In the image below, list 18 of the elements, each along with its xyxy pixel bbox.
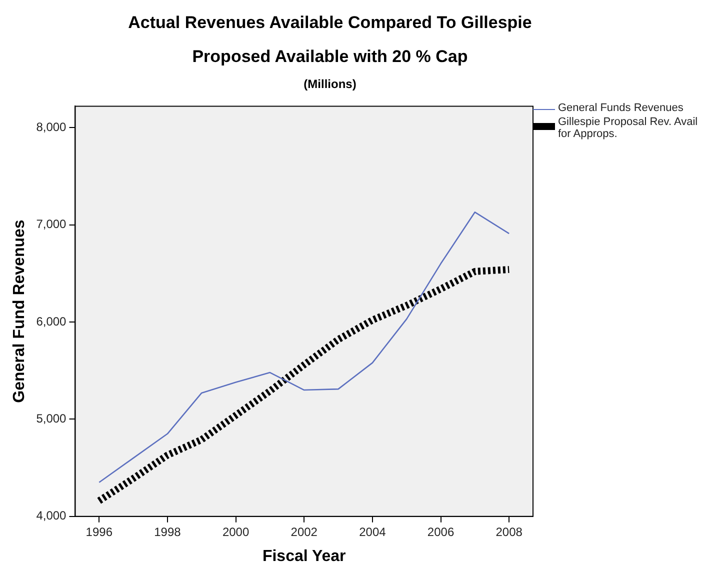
legend-label: Gillespie Proposal Rev. Avail for Approps. [558,116,699,140]
x-tick-label: 2002 [290,524,318,539]
x-tick-label: 1996 [86,524,113,539]
x-tick-label: 2008 [496,524,523,539]
y-tick-label: 6,000 [36,314,67,328]
y-axis-title: General Fund Revenues [11,220,28,403]
chart-subtitle: (Millions) [302,77,358,91]
chart-title: Actual Revenues Available Compared To Gillespie Proposed Available with 20 % Cap [127,12,533,68]
y-tick-label: 8,000 [36,120,67,134]
y-tick-label: 4,000 [36,508,67,523]
x-tick-label: 2006 [427,524,454,539]
x-tick-label: 1998 [154,524,182,539]
x-axis-title: Fiscal Year [262,548,346,565]
y-tick-label: 5,000 [36,412,67,426]
x-tick-label: 2004 [359,524,386,539]
legend-label: General Funds Revenues [558,102,684,114]
y-tick-label: 7,000 [36,217,67,232]
x-tick-label: 2000 [222,524,250,539]
